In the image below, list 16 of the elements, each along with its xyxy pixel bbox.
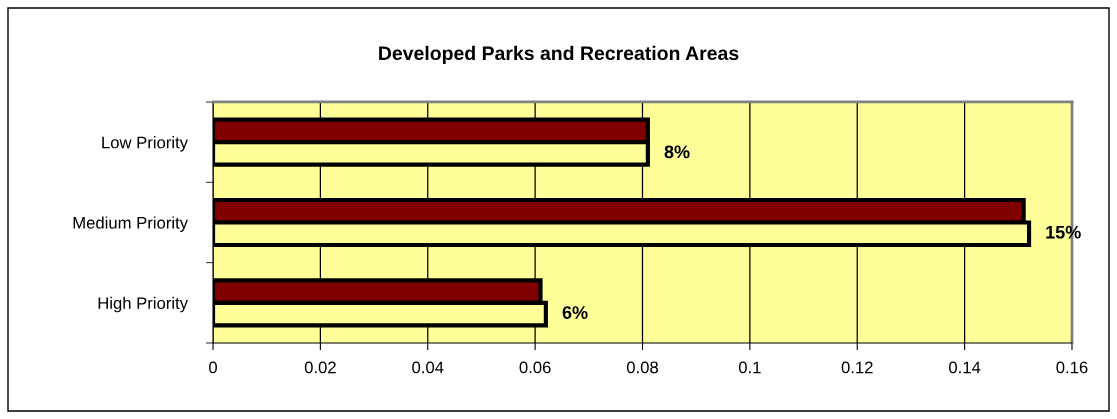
- x-tick-label: 0.14: [949, 361, 981, 374]
- y-tick-label: Medium Priority: [73, 216, 188, 232]
- x-tick-label: 0.16: [1056, 361, 1088, 374]
- x-tick-label: 0: [209, 361, 217, 374]
- x-tick-label: 0.02: [304, 361, 336, 374]
- x-tick-label: 0.06: [519, 361, 551, 374]
- data-label: 6%: [562, 306, 588, 319]
- x-tick-label: 0.12: [841, 361, 873, 374]
- y-tick-label: Low Priority: [102, 136, 188, 152]
- chart-title: Developed Parks and Recreation Areas: [379, 45, 739, 64]
- y-tick-label: High Priority: [98, 296, 188, 313]
- x-tick-label: 0.1: [738, 361, 761, 374]
- data-label: 8%: [664, 145, 690, 159]
- data-label: 15%: [1046, 225, 1081, 239]
- x-tick-label: 0.04: [412, 361, 444, 374]
- x-tick-label: 0.08: [626, 361, 658, 374]
